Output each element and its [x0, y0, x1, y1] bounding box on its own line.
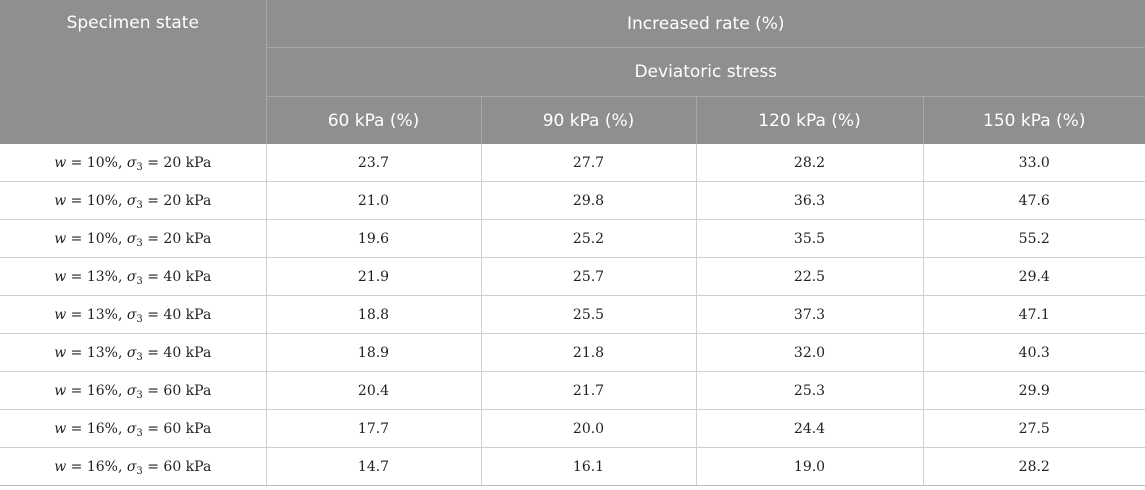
value-cell: 29.4: [923, 257, 1145, 296]
confining-pressure-value: 20 kPa: [163, 154, 212, 171]
value-cell: 25.3: [696, 371, 924, 410]
value-cell: 25.2: [481, 219, 697, 258]
value-cell: 27.7: [481, 144, 697, 182]
confining-pressure-value: 40 kPa: [163, 306, 212, 323]
value-cell: 16.1: [481, 447, 697, 486]
moisture-value: 13%: [86, 268, 118, 285]
table-row: w = 13%, σ3 = 40 kPa 18.9 21.8 32.0 40.3: [0, 333, 1145, 372]
table-row: w = 13%, σ3 = 40 kPa 21.9 25.7 22.5 29.4: [0, 257, 1145, 296]
table-row: w = 10%, σ3 = 20 kPa 19.6 25.2 35.5 55.2: [0, 219, 1145, 258]
value-cell: 55.2: [923, 219, 1145, 258]
confining-pressure-value: 60 kPa: [163, 420, 212, 437]
specimen-state-cell: w = 13%, σ3 = 40 kPa: [0, 295, 267, 334]
table-body: w = 10%, σ3 = 20 kPa 23.7 27.7 28.2 33.0 w = …: [0, 144, 1145, 486]
value-cell: 23.7: [266, 144, 482, 182]
specimen-state-cell: w = 16%, σ3 = 60 kPa: [0, 447, 267, 486]
moisture-value: 16%: [86, 420, 118, 437]
confining-pressure-value: 40 kPa: [163, 344, 212, 361]
value-cell: 47.1: [923, 295, 1145, 334]
table-row: w = 16%, σ3 = 60 kPa 20.4 21.7 25.3 29.9: [0, 371, 1145, 410]
value-cell: 28.2: [923, 447, 1145, 486]
deviatoric-stress-header: Deviatoric stress: [266, 47, 1145, 97]
confining-pressure-value: 60 kPa: [163, 458, 212, 475]
table-row: w = 10%, σ3 = 20 kPa 23.7 27.7 28.2 33.0: [0, 144, 1145, 182]
value-cell: 33.0: [923, 144, 1145, 182]
specimen-state-cell: w = 13%, σ3 = 40 kPa: [0, 257, 267, 296]
value-cell: 19.6: [266, 219, 482, 258]
specimen-state-cell: w = 10%, σ3 = 20 kPa: [0, 181, 267, 220]
specimen-state-cell: w = 16%, σ3 = 60 kPa: [0, 409, 267, 448]
value-cell: 21.0: [266, 181, 482, 220]
value-cell: 17.7: [266, 409, 482, 448]
confining-pressure-value: 20 kPa: [163, 192, 212, 209]
moisture-value: 10%: [86, 154, 118, 171]
moisture-value: 13%: [86, 306, 118, 323]
confining-pressure-value: 60 kPa: [163, 382, 212, 399]
increased-rate-header: Increased rate (%): [266, 0, 1145, 48]
value-cell: 29.8: [481, 181, 697, 220]
specimen-state-cell: w = 10%, σ3 = 20 kPa: [0, 144, 267, 182]
value-cell: 40.3: [923, 333, 1145, 372]
table-row: w = 10%, σ3 = 20 kPa 21.0 29.8 36.3 47.6: [0, 181, 1145, 220]
value-cell: 18.8: [266, 295, 482, 334]
value-cell: 22.5: [696, 257, 924, 296]
specimen-state-cell: w = 16%, σ3 = 60 kPa: [0, 371, 267, 410]
value-cell: 25.7: [481, 257, 697, 296]
moisture-value: 16%: [86, 458, 118, 475]
value-cell: 21.7: [481, 371, 697, 410]
column-header-120kpa: 120 kPa (%): [695, 96, 923, 144]
value-cell: 37.3: [696, 295, 924, 334]
column-header-90kpa: 90 kPa (%): [480, 96, 696, 144]
value-cell: 20.0: [481, 409, 697, 448]
value-cell: 32.0: [696, 333, 924, 372]
column-header-60kpa: 60 kPa (%): [266, 96, 481, 144]
table-row: w = 16%, σ3 = 60 kPa 17.7 20.0 24.4 27.5: [0, 409, 1145, 448]
specimen-state-header: Specimen state: [0, 0, 267, 144]
moisture-value: 10%: [86, 230, 118, 247]
value-cell: 25.5: [481, 295, 697, 334]
value-cell: 21.9: [266, 257, 482, 296]
value-cell: 27.5: [923, 409, 1145, 448]
table-header: Specimen state Increased rate (%) Deviat…: [0, 0, 1145, 144]
value-cell: 47.6: [923, 181, 1145, 220]
value-cell: 19.0: [696, 447, 924, 486]
specimen-state-cell: w = 10%, σ3 = 20 kPa: [0, 219, 267, 258]
value-cell: 35.5: [696, 219, 924, 258]
value-cell: 24.4: [696, 409, 924, 448]
confining-pressure-value: 20 kPa: [163, 230, 212, 247]
value-cell: 21.8: [481, 333, 697, 372]
table-row: w = 16%, σ3 = 60 kPa 14.7 16.1 19.0 28.2: [0, 447, 1145, 486]
column-header-150kpa: 150 kPa (%): [922, 96, 1145, 144]
confining-pressure-value: 40 kPa: [163, 268, 212, 285]
value-cell: 36.3: [696, 181, 924, 220]
value-cell: 14.7: [266, 447, 482, 486]
moisture-value: 13%: [86, 344, 118, 361]
table-row: w = 13%, σ3 = 40 kPa 18.8 25.5 37.3 47.1: [0, 295, 1145, 334]
moisture-value: 10%: [86, 192, 118, 209]
value-cell: 18.9: [266, 333, 482, 372]
value-cell: 20.4: [266, 371, 482, 410]
value-cell: 29.9: [923, 371, 1145, 410]
specimen-state-cell: w = 13%, σ3 = 40 kPa: [0, 333, 267, 372]
moisture-value: 16%: [86, 382, 118, 399]
value-cell: 28.2: [696, 144, 924, 182]
